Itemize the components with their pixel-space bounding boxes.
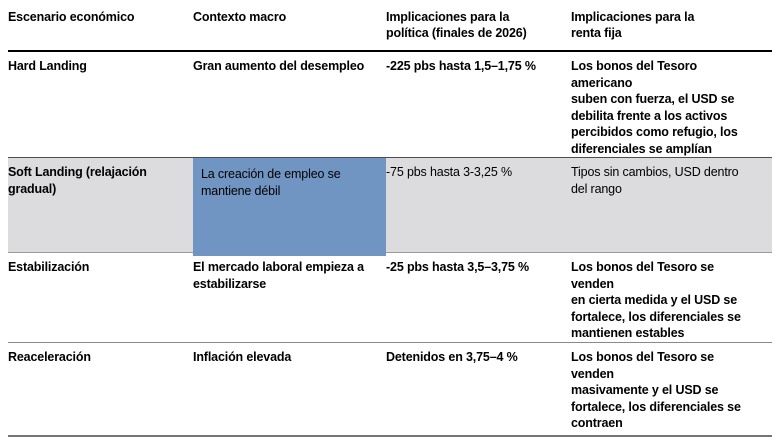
table-header-row: Escenario económico Contexto macro Impli… <box>8 4 772 52</box>
cell-policy: Detenidos en 3,75–4 % <box>386 350 518 364</box>
cell-scenario: Estabilización <box>8 260 90 274</box>
cell-policy: -25 pbs hasta 3,5–3,75 % <box>386 260 530 274</box>
table-row-hard-landing: Hard Landing Gran aumento del desempleo … <box>8 52 772 158</box>
cell-fixed-income: Los bonos del Tesoro americano suben con… <box>571 59 738 156</box>
col-header-implicaciones-politica: Implicaciones para la política (finales … <box>386 10 527 40</box>
table-row-reaceleracion: Reaceleración Inflación elevada Detenido… <box>8 343 772 437</box>
cell-fixed-income: Los bonos del Tesoro se venden masivamen… <box>571 350 741 430</box>
cell-policy: -225 pbs hasta 1,5–1,75 % <box>386 59 536 73</box>
cell-macro: Gran aumento del desempleo <box>193 59 365 73</box>
cell-scenario: Soft Landing (relajación gradual) <box>8 165 147 196</box>
cell-scenario: Reaceleración <box>8 350 91 364</box>
cell-policy: -75 pbs hasta 3-3,25 % <box>386 165 512 179</box>
cell-macro: El mercado laboral empieza a estabilizar… <box>193 260 364 291</box>
table-row-soft-landing-highlighted: Soft Landing (relajación gradual) La cre… <box>8 158 772 256</box>
col-header-escenario-economico: Escenario económico <box>8 10 135 24</box>
cell-fixed-income: Tipos sin cambios, USD dentro del rango <box>571 165 739 196</box>
table-row-estabilizacion: Estabilización El mercado laboral empiez… <box>8 253 772 343</box>
cell-macro: Inflación elevada <box>193 350 292 364</box>
col-header-contexto-macro: Contexto macro <box>193 10 287 24</box>
col-header-implicaciones-renta-fija: Implicaciones para la renta fija <box>571 10 695 40</box>
cell-scenario: Hard Landing <box>8 59 87 73</box>
cell-fixed-income: Los bonos del Tesoro se venden en cierta… <box>571 260 741 340</box>
cell-macro-highlighted: La creación de empleo se mantiene débil <box>193 158 386 256</box>
